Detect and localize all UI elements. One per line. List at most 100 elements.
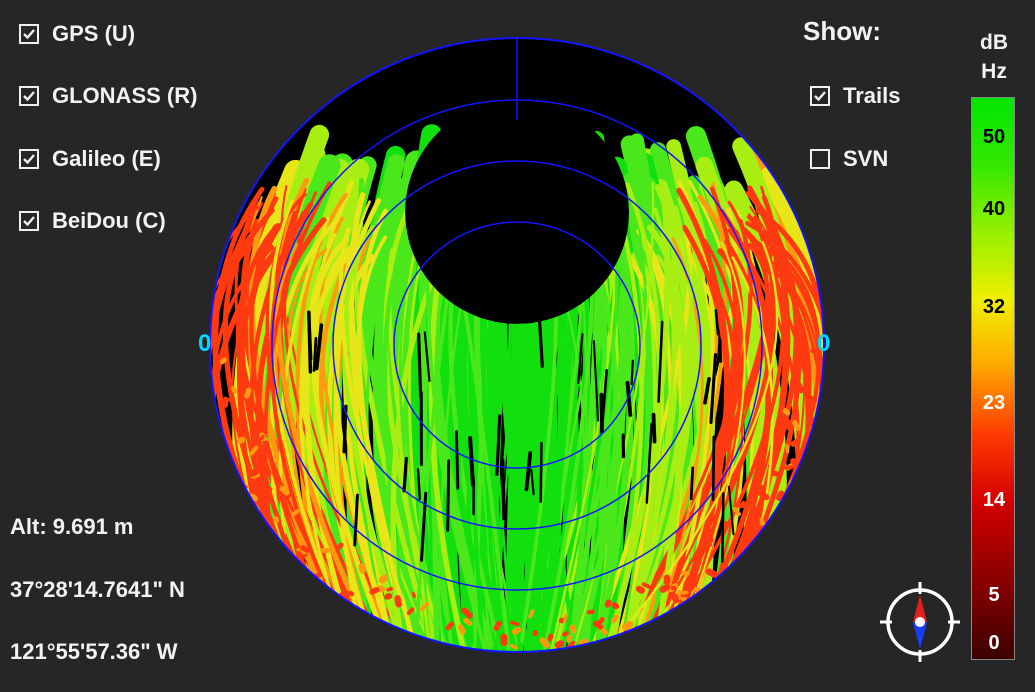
scale-unit-db: dB bbox=[980, 31, 1008, 54]
scale-tick: 32 bbox=[982, 296, 1006, 318]
satellite-trail bbox=[297, 551, 308, 560]
satellite-trail bbox=[610, 200, 753, 652]
satellite-trail bbox=[646, 224, 688, 650]
satellite-trail bbox=[622, 205, 696, 648]
satellite-trail bbox=[511, 626, 522, 635]
galileo-checkbox[interactable]: Galileo (E) bbox=[19, 146, 161, 172]
satellite-trail bbox=[633, 185, 778, 652]
satellite-trail bbox=[299, 545, 310, 553]
satellite-trail bbox=[233, 464, 242, 476]
gps-checkbox[interactable]: GPS (U) bbox=[19, 21, 135, 47]
satellite-trail bbox=[592, 620, 604, 630]
satellite-trail bbox=[335, 542, 344, 551]
satellite-trail bbox=[671, 593, 680, 604]
satellite-trail bbox=[416, 467, 421, 501]
satellite-trail bbox=[524, 451, 533, 492]
horizon-label-left: 0 bbox=[198, 330, 212, 357]
trails-label: Trails bbox=[843, 83, 901, 108]
satellite-trail bbox=[653, 227, 786, 645]
satellite-trail bbox=[703, 376, 711, 405]
satellite-trail bbox=[578, 638, 589, 647]
satellite-trail bbox=[566, 634, 572, 643]
satellite-trail bbox=[771, 470, 782, 478]
satellite-trail bbox=[600, 369, 608, 429]
satellite-trail bbox=[539, 637, 551, 649]
satellite-trail bbox=[348, 590, 355, 597]
satellite-trail bbox=[296, 547, 301, 552]
satellite-trail bbox=[495, 414, 502, 476]
satellite-trail bbox=[358, 563, 366, 574]
satellite-trail bbox=[312, 337, 318, 372]
satellite-trail bbox=[597, 616, 605, 626]
satellite-trail bbox=[305, 565, 319, 578]
satellite-trail bbox=[384, 593, 393, 600]
satellite-trail bbox=[510, 643, 518, 650]
satellite-trail bbox=[273, 516, 280, 523]
scale-tick: 14 bbox=[982, 489, 1006, 511]
longitude-readout: 121°55'57.36" W bbox=[10, 639, 178, 664]
scale-unit-hz: Hz bbox=[981, 60, 1007, 83]
satellite-trail bbox=[807, 413, 817, 424]
satellite-trail bbox=[537, 319, 544, 368]
satellite-trail bbox=[776, 422, 785, 434]
satellite-trail bbox=[610, 614, 619, 624]
satellite-trail bbox=[236, 436, 246, 444]
satellite-trail bbox=[702, 534, 714, 544]
scale-tick: 0 bbox=[988, 632, 1000, 654]
satellite-trail bbox=[569, 624, 577, 634]
glonass-checkbox[interactable]: GLONASS (R) bbox=[19, 83, 197, 109]
satellite-trail bbox=[303, 237, 365, 652]
satellite-trail bbox=[645, 422, 653, 504]
beidou-checkbox[interactable]: BeiDou (C) bbox=[19, 208, 166, 234]
satellite-trail bbox=[689, 466, 695, 501]
satellite-trail bbox=[792, 419, 801, 431]
satellite-trail bbox=[500, 458, 506, 521]
scale-tick: 23 bbox=[982, 392, 1006, 414]
satellite-trail bbox=[342, 225, 413, 652]
satellite-trail bbox=[338, 590, 350, 599]
satellite-trail bbox=[493, 620, 502, 631]
satellite-trail bbox=[790, 438, 800, 447]
satellite-trail bbox=[554, 640, 565, 649]
satellite-trail bbox=[291, 509, 300, 517]
satellite-trail bbox=[621, 620, 634, 631]
satellite-trail bbox=[539, 441, 543, 503]
satellite-trail bbox=[775, 490, 785, 501]
compass-icon[interactable] bbox=[880, 582, 960, 662]
satellite-trail bbox=[339, 596, 346, 607]
checkmark-icon bbox=[19, 86, 39, 106]
satellite-trail bbox=[348, 200, 413, 652]
latitude-readout: 37°28'14.7641" N bbox=[10, 577, 185, 602]
svn-checkbox[interactable]: SVN bbox=[810, 146, 888, 172]
satellite-trail bbox=[714, 309, 720, 336]
satellite-trail bbox=[782, 408, 791, 416]
satellite-trail bbox=[417, 332, 423, 399]
satellite-trail bbox=[741, 500, 752, 509]
satellite-trail bbox=[249, 445, 259, 456]
satellite-trail bbox=[547, 633, 554, 642]
altitude-readout: Alt: 9.691 m bbox=[10, 514, 134, 539]
satellite-trail bbox=[705, 568, 718, 578]
satellite-trail bbox=[260, 434, 265, 440]
satellite-trail bbox=[239, 431, 245, 437]
satellite-trail bbox=[394, 595, 402, 608]
satellite-trail bbox=[386, 586, 394, 592]
galileo-label: Galileo (E) bbox=[52, 146, 161, 171]
satellite-trail bbox=[382, 245, 410, 652]
satellite-trail bbox=[757, 490, 770, 501]
satellite-trail bbox=[423, 331, 431, 382]
satellite-trail bbox=[314, 572, 323, 579]
checkmark-icon bbox=[810, 86, 830, 106]
satellite-trail bbox=[795, 382, 805, 394]
satellite-trail bbox=[641, 582, 652, 589]
trails-checkbox[interactable]: Trails bbox=[810, 83, 900, 109]
satellite-trail bbox=[577, 333, 584, 384]
satellite-trail bbox=[592, 230, 693, 645]
snr-color-scale bbox=[971, 97, 1015, 660]
checkmark-icon bbox=[19, 211, 39, 231]
satellite-trail bbox=[338, 227, 420, 652]
satellite-trail bbox=[620, 184, 650, 645]
satellite-trail bbox=[248, 468, 259, 477]
satellite-trail bbox=[756, 468, 761, 476]
